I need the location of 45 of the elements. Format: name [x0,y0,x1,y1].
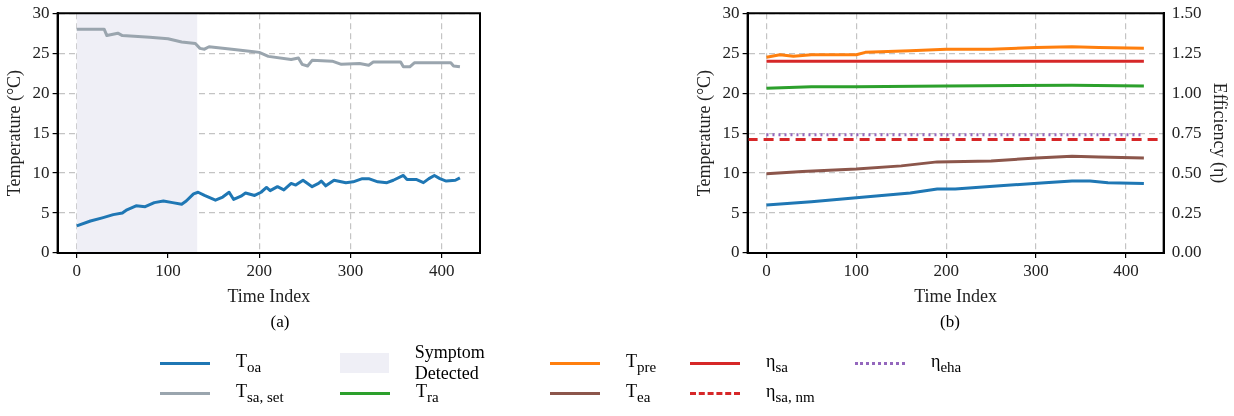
y-axis-title: Temperature (°C) [693,69,715,197]
x-tick-label: 400 [428,260,455,280]
y-tick-label: 15 [32,122,50,142]
x-axis-title: Time Index [914,285,998,306]
y2-tick-label: 0.25 [1171,202,1202,222]
y-axis-title: Temperature (°C) [3,69,25,197]
legend-label: η$_{eha}$ [931,350,962,376]
y2-tick-label: 0.50 [1171,162,1202,182]
y-tick-label: 25 [722,42,740,62]
y-tick-label: 20 [32,82,50,102]
text: (b) [939,312,961,332]
y-tick-label: 0 [731,242,740,262]
x-tick-label: 400 [1113,260,1139,280]
legend-label: T$_{sa, set}$ [236,380,284,406]
y-tick-label: 10 [722,162,740,182]
y2-axis-title: Efficiency (η) [1209,82,1231,184]
legend-label: T$_{oa}$ [236,350,262,376]
legend-label: η$_{sa}$ [766,350,788,376]
y-tick-label: 0 [41,242,50,262]
x-tick-label: 100 [843,260,870,280]
legend-label: T$_{pre}$ [626,350,657,376]
y-tick-label: 30 [32,2,50,22]
y-tick-label: 20 [722,82,740,102]
x-tick-label: 0 [72,260,82,280]
x-tick-label: 300 [337,260,364,280]
legend-label: T$_{ea}$ [626,380,651,406]
text: (a) [269,312,291,332]
y2-tick-label: 1.25 [1171,42,1202,62]
y2-tick-label: 1.50 [1171,2,1202,22]
y2-tick-label: 1.00 [1171,82,1202,102]
y-tick-label: 15 [722,122,740,142]
y-tick-label: 25 [32,42,50,62]
x-tick-label: 200 [933,260,959,280]
x-tick-label: 300 [1023,260,1049,280]
y-tick-label: 5 [731,202,740,222]
x-axis-title: Time Index [227,285,311,306]
legend-label: η$_{sa, nm}$ [766,380,815,406]
y-tick-label: 5 [41,202,50,222]
x-tick-label: 100 [155,260,181,280]
x-tick-label: 200 [246,260,272,280]
x-tick-label: 0 [762,260,771,280]
y-tick-label: 30 [722,2,740,22]
y2-tick-label: 0.75 [1171,122,1202,142]
y2-tick-label: 0.00 [1171,242,1202,262]
y-tick-label: 10 [32,162,50,182]
